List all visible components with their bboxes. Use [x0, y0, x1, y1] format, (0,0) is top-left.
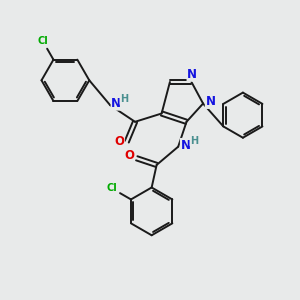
- Text: H: H: [120, 94, 128, 104]
- Text: Cl: Cl: [106, 183, 117, 193]
- Text: N: N: [181, 139, 190, 152]
- Text: N: N: [206, 95, 215, 108]
- Text: N: N: [187, 68, 197, 81]
- Text: O: O: [124, 149, 134, 162]
- Text: N: N: [111, 97, 121, 110]
- Text: O: O: [115, 135, 124, 148]
- Text: Cl: Cl: [37, 36, 48, 46]
- Text: H: H: [190, 136, 198, 146]
